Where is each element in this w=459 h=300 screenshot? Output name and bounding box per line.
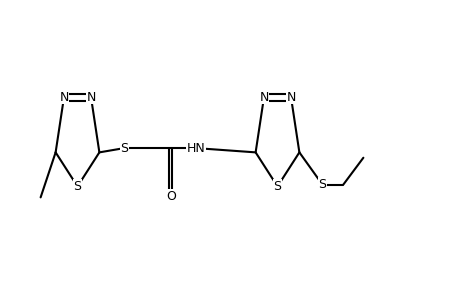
Text: S: S bbox=[318, 178, 326, 191]
Text: O: O bbox=[166, 190, 175, 203]
Text: N: N bbox=[86, 91, 95, 104]
Text: N: N bbox=[59, 91, 68, 104]
Text: N: N bbox=[259, 91, 268, 104]
Text: S: S bbox=[120, 142, 128, 154]
Text: N: N bbox=[285, 91, 295, 104]
Text: HN: HN bbox=[186, 142, 205, 154]
Text: S: S bbox=[273, 180, 281, 193]
Text: S: S bbox=[73, 180, 81, 193]
